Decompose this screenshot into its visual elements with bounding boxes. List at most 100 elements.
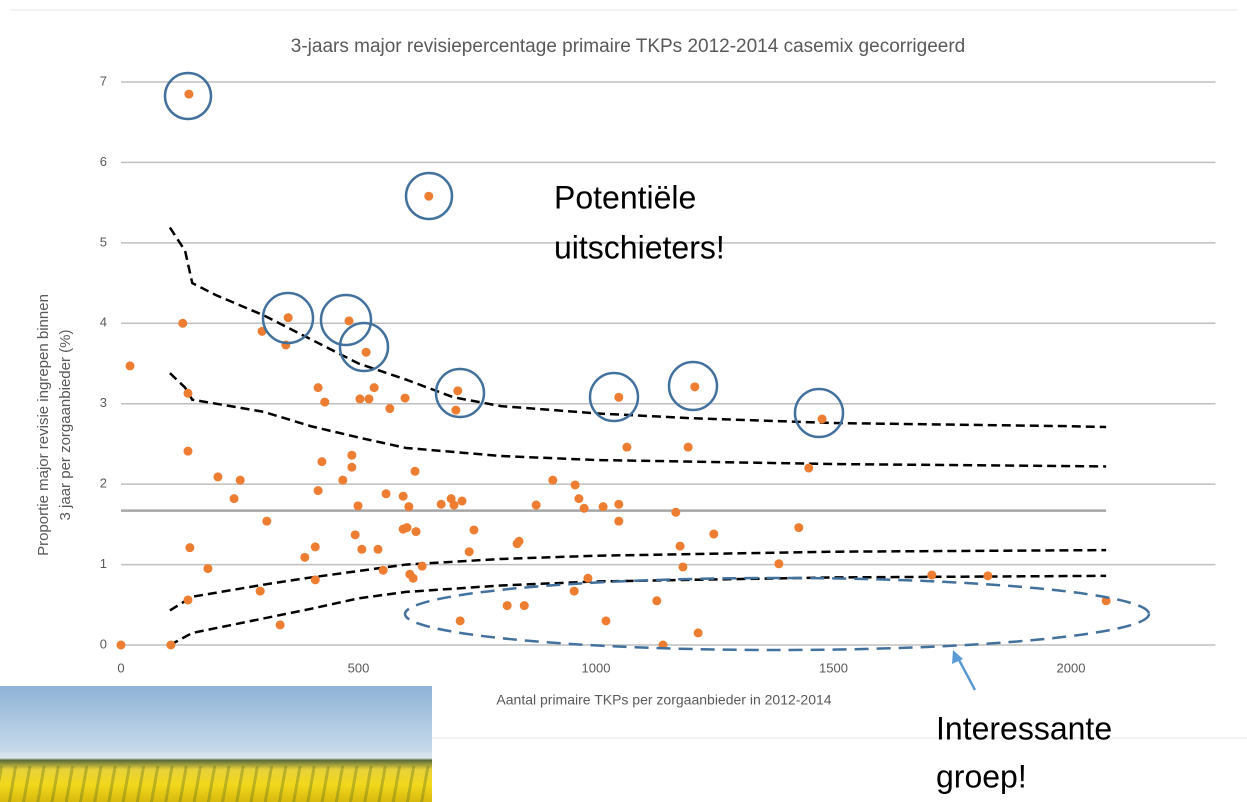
data-point	[774, 559, 783, 568]
y-tick-label: 6	[100, 154, 107, 169]
data-point	[320, 398, 329, 407]
page: 3-jaars major revisiepercentage primaire…	[0, 0, 1247, 802]
group-ellipse	[405, 578, 1149, 650]
data-point	[183, 447, 192, 456]
data-point	[382, 489, 391, 498]
data-point	[804, 464, 813, 473]
data-point	[437, 500, 446, 509]
data-point	[614, 500, 623, 509]
data-point	[622, 443, 631, 452]
annotation: uitschieters!	[554, 229, 725, 265]
data-point	[709, 530, 718, 539]
data-point	[184, 90, 193, 99]
data-point	[515, 537, 524, 546]
x-tick-label: 500	[348, 660, 370, 675]
data-point	[355, 394, 364, 403]
annotation: groep!	[936, 758, 1027, 794]
x-axis-title: Aantal primaire TKPs per zorgaanbieder i…	[496, 692, 831, 708]
data-point	[166, 641, 175, 650]
data-point	[570, 587, 579, 596]
data-point	[409, 574, 418, 583]
data-point	[236, 476, 245, 485]
data-point	[614, 517, 623, 526]
data-point	[338, 476, 347, 485]
control-limit	[170, 373, 1106, 466]
data-point	[183, 595, 192, 604]
y-tick-label: 1	[100, 556, 107, 571]
data-point	[178, 319, 187, 328]
data-point	[503, 601, 512, 610]
data-point	[469, 525, 478, 534]
data-point	[379, 566, 388, 575]
data-point	[276, 620, 285, 629]
data-point	[183, 389, 192, 398]
data-point	[347, 451, 356, 460]
data-point	[614, 393, 623, 402]
data-point	[583, 574, 592, 583]
data-point	[364, 394, 373, 403]
data-point	[357, 545, 366, 554]
y-tick-label: 0	[100, 636, 107, 651]
data-point	[117, 641, 126, 650]
chart: 3-jaars major revisiepercentage primaire…	[0, 0, 1247, 802]
data-point	[314, 486, 323, 495]
data-point	[684, 443, 693, 452]
data-point	[347, 463, 356, 472]
data-point	[373, 545, 382, 554]
y-axis-title: 3 jaar per zorgaanbieder (%)	[57, 330, 74, 521]
data-point	[385, 404, 394, 413]
data-point	[678, 562, 687, 571]
chart-title: 3-jaars major revisiepercentage primaire…	[291, 36, 965, 57]
data-point	[453, 386, 462, 395]
data-point	[465, 547, 474, 556]
data-point	[456, 616, 465, 625]
data-point	[230, 494, 239, 503]
data-point	[362, 348, 371, 357]
data-point	[548, 476, 557, 485]
arrow	[958, 658, 975, 690]
y-tick-label: 3	[100, 395, 107, 410]
data-point	[402, 523, 411, 532]
data-point	[262, 517, 271, 526]
data-point	[451, 406, 460, 415]
data-point	[300, 553, 309, 562]
data-point	[345, 316, 354, 325]
data-point	[314, 383, 323, 392]
annotation: Potentiële	[554, 179, 696, 215]
data-point	[449, 501, 458, 510]
data-point	[983, 571, 992, 580]
data-point	[370, 383, 379, 392]
data-point	[256, 587, 265, 596]
data-point	[652, 596, 661, 605]
data-point	[601, 616, 610, 625]
data-point	[818, 414, 827, 423]
data-point	[532, 501, 541, 510]
outlier-circle	[340, 323, 388, 371]
data-point	[424, 192, 433, 201]
data-point	[311, 542, 320, 551]
data-point	[126, 361, 135, 370]
y-tick-label: 5	[100, 234, 107, 249]
data-point	[311, 575, 320, 584]
data-point	[351, 530, 360, 539]
data-point	[213, 472, 222, 481]
x-tick-label: 0	[117, 660, 124, 675]
data-point	[404, 502, 413, 511]
data-point	[185, 543, 194, 552]
data-point	[927, 571, 936, 580]
control-limit	[170, 576, 1106, 645]
data-point	[411, 527, 420, 536]
y-tick-label: 4	[100, 315, 107, 330]
data-point	[794, 523, 803, 532]
data-point	[418, 562, 427, 571]
data-point	[694, 628, 703, 637]
data-point	[571, 480, 580, 489]
data-point	[599, 502, 608, 511]
data-point	[580, 504, 589, 513]
outlier-circle	[795, 389, 843, 437]
data-point	[317, 457, 326, 466]
x-tick-label: 1000	[582, 660, 611, 675]
data-point	[401, 394, 410, 403]
data-point	[671, 508, 680, 517]
data-point	[203, 564, 212, 573]
